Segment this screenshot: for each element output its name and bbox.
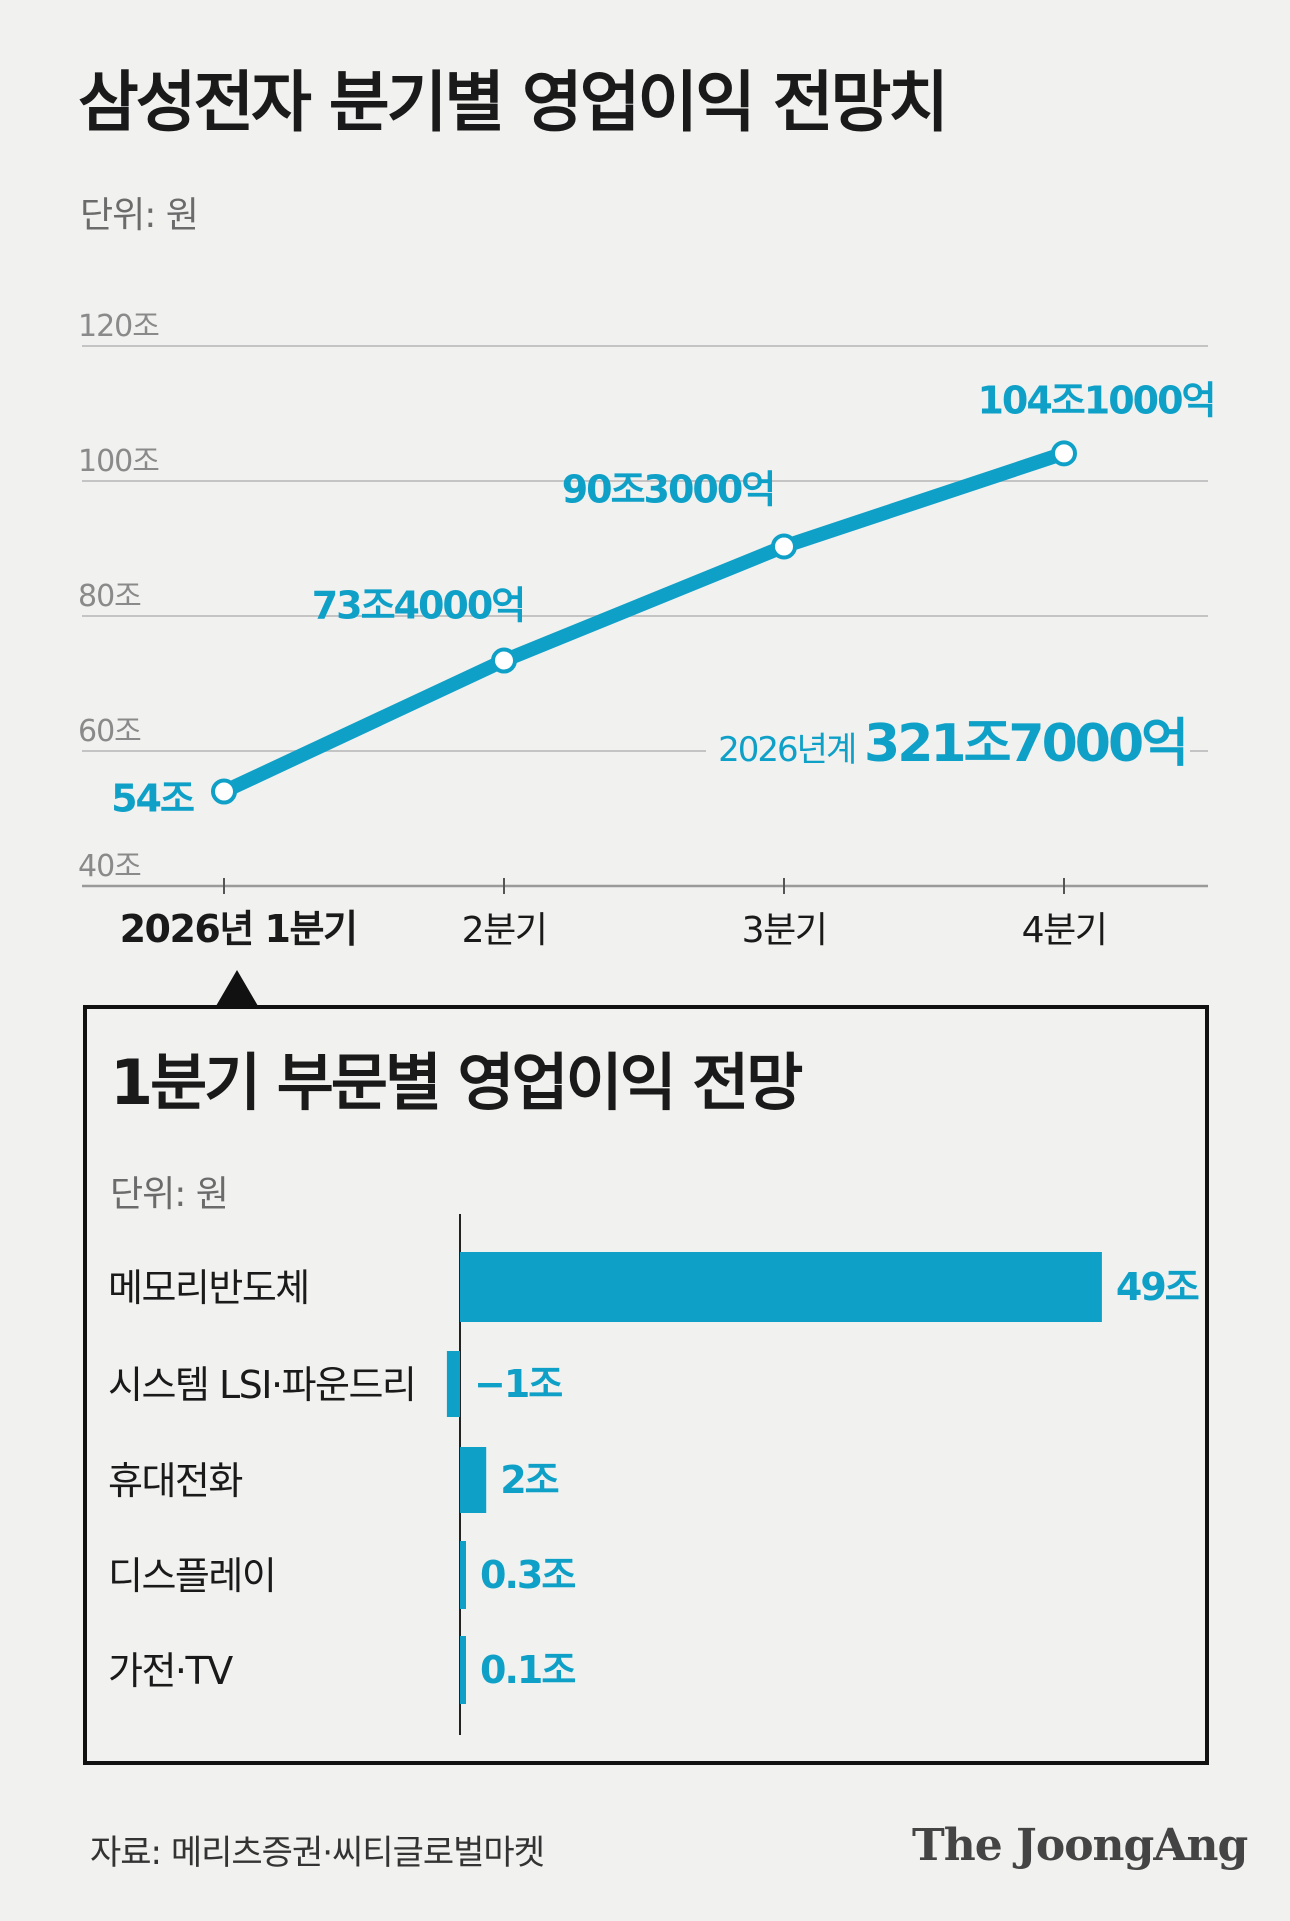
chart-title: 삼성전자 분기별 영업이익 전망치: [78, 64, 949, 141]
line-chart: 40조 60조 80조 100조 120조 2026년 1분기 2분기 3분기 4분기 54조…: [78, 309, 1217, 951]
data-point: [211, 778, 237, 805]
category-label: 휴대전화: [108, 1459, 242, 1503]
category-label: 가전·TV: [108, 1649, 233, 1693]
bar-value-label: 2조: [500, 1458, 558, 1502]
bar: [460, 1636, 466, 1704]
bar-value-label: 0.1조: [480, 1648, 575, 1692]
pointer-triangle: [216, 970, 258, 1006]
x-tick-label: 4분기: [1022, 910, 1107, 951]
line-chart-series: [211, 440, 1077, 805]
y-tick-label: 40조: [78, 849, 141, 884]
category-label: 디스플레이: [108, 1554, 275, 1598]
brand-logo: The JoongAng: [912, 1820, 1248, 1871]
annotation-bg: [706, 705, 1190, 767]
bar-value-label: 49조: [1116, 1265, 1199, 1309]
segment-panel: [83, 1005, 1209, 1765]
unit-label: 단위: 원: [80, 195, 199, 236]
bar-value-label: −1조: [474, 1362, 562, 1406]
source-note: 자료: 메리츠증권·씨티글로벌마켓: [90, 1833, 545, 1873]
y-tick-label: 100조: [78, 444, 159, 479]
bar-value-label: 0.3조: [480, 1553, 575, 1597]
data-label: 104조1000억: [977, 378, 1214, 422]
bar: [460, 1541, 466, 1609]
y-tick-label: 120조: [78, 309, 159, 344]
y-tick-label: 80조: [78, 579, 141, 614]
line-chart-x-axis: 2026년 1분기 2분기 3분기 4분기: [120, 878, 1108, 951]
category-label: 시스템 LSI·파운드리: [108, 1363, 415, 1407]
data-label: 73조4000억: [312, 584, 525, 628]
panel-unit-label: 단위: 원: [110, 1174, 229, 1215]
line-chart-grid: 40조 60조 80조 100조 120조: [78, 309, 1208, 888]
x-tick-label: 2분기: [462, 910, 547, 951]
line-chart-data-labels: 54조 73조4000억 90조3000억 104조1000억: [111, 378, 1216, 821]
annotation-total: 2026년계 321조7000억: [718, 714, 1186, 774]
data-point: [771, 533, 797, 560]
category-label: 메모리반도체: [108, 1266, 309, 1310]
bar: [460, 1252, 1102, 1322]
x-tick-label: 3분기: [742, 910, 827, 951]
x-tick-label: 2026년 1분기: [120, 907, 357, 951]
panel-title: 1분기 부문별 영업이익 전망: [110, 1046, 803, 1119]
data-label: 54조: [111, 777, 194, 821]
y-tick-label: 60조: [78, 714, 141, 749]
data-label: 90조3000억: [562, 467, 775, 511]
bar: [460, 1447, 487, 1513]
data-point: [491, 647, 517, 674]
bar: [446, 1351, 460, 1417]
data-point: [1051, 440, 1077, 467]
series-line: [217, 446, 1071, 799]
line-chart-annotation: 2026년계 321조7000억: [706, 705, 1190, 774]
